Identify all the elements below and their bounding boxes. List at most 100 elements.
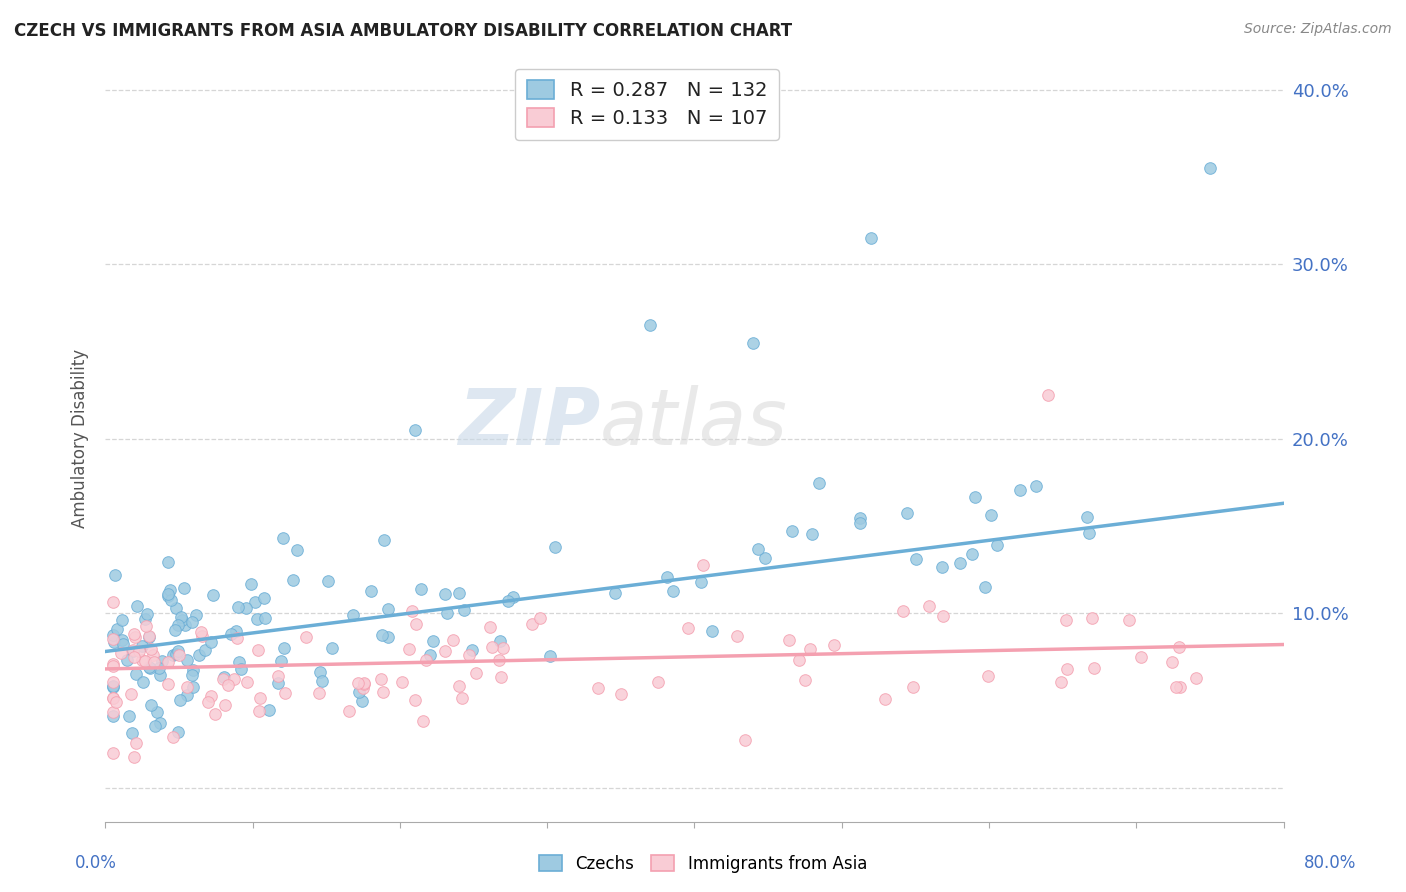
- Point: [1036, 388, 1059, 402]
- Point: [787, 653, 810, 667]
- Point: [143, 656, 166, 670]
- Point: [1076, 510, 1098, 524]
- Point: [502, 591, 524, 605]
- Point: [1083, 661, 1105, 675]
- Point: [138, 659, 160, 673]
- Point: [980, 508, 1002, 523]
- Point: [799, 641, 821, 656]
- Point: [973, 580, 995, 594]
- Point: [860, 231, 883, 245]
- Point: [162, 731, 184, 745]
- Point: [226, 631, 249, 645]
- Point: [157, 587, 180, 601]
- Point: [111, 633, 134, 648]
- Point: [963, 491, 986, 505]
- Point: [931, 560, 953, 574]
- Point: [176, 681, 198, 695]
- Point: [110, 646, 132, 660]
- Point: [229, 662, 252, 676]
- Point: [165, 648, 187, 662]
- Point: [875, 692, 897, 706]
- Point: [149, 668, 172, 682]
- Point: [135, 619, 157, 633]
- Point: [977, 669, 1000, 683]
- Point: [101, 691, 124, 706]
- Point: [415, 653, 437, 667]
- Point: [138, 631, 160, 645]
- Point: [122, 627, 145, 641]
- Point: [700, 624, 723, 639]
- Point: [128, 644, 150, 658]
- Point: [347, 685, 370, 699]
- Point: [690, 575, 713, 590]
- Point: [101, 658, 124, 673]
- Point: [434, 644, 457, 658]
- Point: [125, 599, 148, 613]
- Point: [538, 649, 561, 664]
- Point: [1164, 681, 1187, 695]
- Point: [1167, 640, 1189, 654]
- Point: [190, 625, 212, 640]
- Point: [370, 672, 392, 686]
- Point: [352, 694, 374, 708]
- Point: [165, 624, 187, 638]
- Point: [1078, 526, 1101, 541]
- Point: [949, 556, 972, 570]
- Text: CZECH VS IMMIGRANTS FROM ASIA AMBULATORY DISABILITY CORRELATION CHART: CZECH VS IMMIGRANTS FROM ASIA AMBULATORY…: [14, 22, 792, 40]
- Point: [111, 637, 134, 651]
- Point: [181, 664, 204, 678]
- Point: [605, 585, 627, 599]
- Point: [377, 631, 399, 645]
- Point: [465, 666, 488, 681]
- Point: [409, 582, 432, 596]
- Point: [226, 599, 249, 614]
- Y-axis label: Ambulatory Disability: Ambulatory Disability: [72, 349, 89, 528]
- Point: [849, 516, 872, 531]
- Point: [101, 632, 124, 647]
- Point: [267, 669, 290, 683]
- Point: [391, 675, 413, 690]
- Point: [371, 628, 394, 642]
- Point: [122, 650, 145, 665]
- Point: [103, 568, 125, 582]
- Point: [170, 613, 193, 627]
- Point: [271, 532, 294, 546]
- Point: [101, 595, 124, 609]
- Point: [638, 318, 661, 333]
- Point: [131, 653, 153, 667]
- Point: [200, 634, 222, 648]
- Point: [491, 641, 513, 656]
- Point: [187, 648, 209, 662]
- Point: [401, 604, 423, 618]
- Point: [214, 698, 236, 713]
- Point: [169, 693, 191, 707]
- Point: [778, 633, 800, 648]
- Point: [166, 643, 188, 657]
- Point: [273, 686, 295, 700]
- Point: [404, 423, 426, 437]
- Point: [311, 673, 333, 688]
- Point: [294, 630, 316, 644]
- Point: [253, 610, 276, 624]
- Point: [139, 641, 162, 656]
- Text: 80.0%: 80.0%: [1303, 854, 1357, 871]
- Point: [742, 335, 765, 350]
- Point: [257, 703, 280, 717]
- Point: [243, 594, 266, 608]
- Legend: Czechs, Immigrants from Asia: Czechs, Immigrants from Asia: [533, 848, 873, 880]
- Point: [169, 610, 191, 624]
- Point: [197, 695, 219, 709]
- Point: [270, 654, 292, 668]
- Point: [1010, 483, 1032, 497]
- Point: [101, 746, 124, 760]
- Point: [136, 607, 159, 622]
- Point: [121, 726, 143, 740]
- Point: [481, 640, 503, 655]
- Point: [849, 511, 872, 525]
- Point: [173, 581, 195, 595]
- Point: [103, 657, 125, 671]
- Point: [896, 506, 918, 520]
- Point: [141, 698, 163, 713]
- Point: [308, 665, 330, 680]
- Point: [373, 685, 395, 699]
